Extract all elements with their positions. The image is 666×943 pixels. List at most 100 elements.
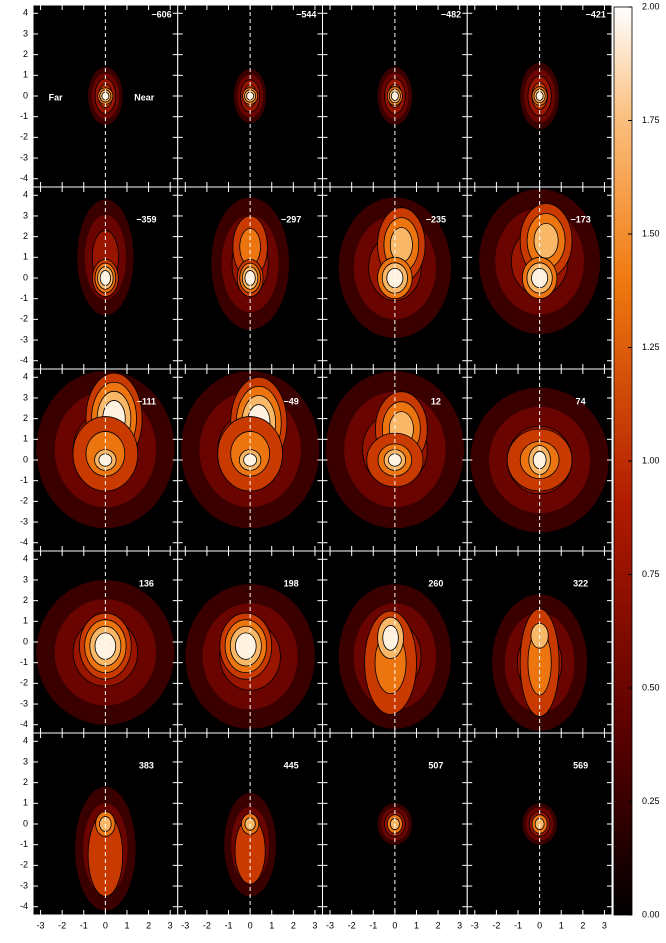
y-tick-label: -3 bbox=[20, 516, 28, 526]
y-tick-label: 1 bbox=[23, 616, 28, 626]
y-tick-label: 0 bbox=[23, 818, 28, 828]
colorbar-tick-label: 0.00 bbox=[642, 909, 660, 919]
panel-label: −235 bbox=[426, 214, 446, 224]
y-tick-label: -1 bbox=[20, 475, 28, 485]
y-tick-label: -3 bbox=[20, 698, 28, 708]
y-tick-label: -2 bbox=[20, 860, 28, 870]
y-tick-label: -3 bbox=[20, 880, 28, 890]
y-tick-label: -2 bbox=[20, 678, 28, 688]
x-tick-label: 1 bbox=[559, 920, 564, 930]
panel-label: 569 bbox=[573, 760, 588, 770]
x-tick-label: 3 bbox=[312, 920, 317, 930]
x-tick-label: 0 bbox=[392, 920, 397, 930]
panel-label: −606 bbox=[151, 10, 171, 20]
x-tick-label: -1 bbox=[369, 920, 377, 930]
y-tick-label: 1 bbox=[23, 798, 28, 808]
x-tick-label: -3 bbox=[37, 920, 45, 930]
y-tick-label: -1 bbox=[20, 293, 28, 303]
y-tick-label: 3 bbox=[23, 392, 28, 402]
y-tick-label: -3 bbox=[20, 152, 28, 162]
x-tick-label: -2 bbox=[348, 920, 356, 930]
panel-label: −482 bbox=[441, 10, 461, 20]
y-tick-label: 0 bbox=[23, 272, 28, 282]
y-tick-label: 4 bbox=[23, 8, 28, 18]
x-tick-label: -2 bbox=[492, 920, 500, 930]
y-tick-label: 0 bbox=[23, 636, 28, 646]
y-tick-label: 4 bbox=[23, 190, 28, 200]
y-tick-label: 4 bbox=[23, 736, 28, 746]
colorbar-tick-label: 1.75 bbox=[642, 115, 660, 125]
panel-label: 12 bbox=[431, 396, 441, 406]
y-tick-label: 4 bbox=[23, 372, 28, 382]
x-tick-label: -3 bbox=[181, 920, 189, 930]
x-tick-label: 0 bbox=[248, 920, 253, 930]
y-tick-label: 3 bbox=[23, 756, 28, 766]
x-tick-label: 2 bbox=[146, 920, 151, 930]
emission-contour bbox=[382, 625, 399, 651]
x-tick-label: 3 bbox=[457, 920, 462, 930]
y-tick-label: 2 bbox=[23, 595, 28, 605]
colorbar-tick-label: 0.75 bbox=[642, 569, 660, 579]
y-tick-label: -4 bbox=[20, 355, 28, 365]
y-tick-label: 1 bbox=[23, 434, 28, 444]
x-tick-label: -3 bbox=[326, 920, 334, 930]
panel-label: 322 bbox=[573, 578, 588, 588]
y-tick-label: 0 bbox=[23, 454, 28, 464]
panel-label: −297 bbox=[281, 214, 301, 224]
y-tick-label: -2 bbox=[20, 496, 28, 506]
y-tick-label: -4 bbox=[20, 173, 28, 183]
emission-contour bbox=[235, 632, 257, 660]
y-tick-label: 3 bbox=[23, 28, 28, 38]
colorbar-tick-label: 0.50 bbox=[642, 682, 660, 692]
y-tick-label: -4 bbox=[20, 537, 28, 547]
annotation: Far bbox=[49, 92, 64, 102]
y-tick-label: 3 bbox=[23, 210, 28, 220]
panel-label: −421 bbox=[586, 10, 606, 20]
panel-label: 198 bbox=[284, 578, 299, 588]
panel-frame bbox=[466, 732, 613, 916]
colorbar-tick-label: 0.25 bbox=[642, 796, 660, 806]
y-tick-label: -3 bbox=[20, 334, 28, 344]
x-tick-label: -1 bbox=[225, 920, 233, 930]
panel-label: −544 bbox=[296, 10, 316, 20]
x-tick-label: 2 bbox=[580, 920, 585, 930]
x-tick-label: -1 bbox=[80, 920, 88, 930]
x-tick-label: 0 bbox=[537, 920, 542, 930]
x-tick-label: 1 bbox=[414, 920, 419, 930]
panel-label: 507 bbox=[428, 760, 443, 770]
x-tick-label: 2 bbox=[291, 920, 296, 930]
y-tick-label: 2 bbox=[23, 231, 28, 241]
x-tick-label: 3 bbox=[602, 920, 607, 930]
y-tick-label: 3 bbox=[23, 574, 28, 584]
y-tick-label: -1 bbox=[20, 111, 28, 121]
x-tick-label: 3 bbox=[168, 920, 173, 930]
x-tick-label: -3 bbox=[471, 920, 479, 930]
panel-label: −359 bbox=[136, 214, 156, 224]
y-tick-label: -1 bbox=[20, 839, 28, 849]
y-tick-label: -2 bbox=[20, 132, 28, 142]
x-tick-label: 1 bbox=[124, 920, 129, 930]
x-tick-label: 1 bbox=[269, 920, 274, 930]
y-tick-label: -2 bbox=[20, 314, 28, 324]
annotation: Near bbox=[134, 92, 155, 102]
y-tick-label: 2 bbox=[23, 413, 28, 423]
y-tick-label: 1 bbox=[23, 70, 28, 80]
x-tick-label: 0 bbox=[103, 920, 108, 930]
x-tick-label: -1 bbox=[514, 920, 522, 930]
panel-label: 74 bbox=[576, 396, 586, 406]
emission-contour bbox=[533, 222, 559, 259]
colorbar-tick-label: 1.25 bbox=[642, 342, 660, 352]
y-tick-label: 1 bbox=[23, 252, 28, 262]
y-tick-label: -4 bbox=[20, 901, 28, 911]
panel-label: −49 bbox=[284, 396, 299, 406]
panel-label: 383 bbox=[139, 760, 154, 770]
panel-label: −173 bbox=[571, 214, 591, 224]
y-tick-label: -1 bbox=[20, 657, 28, 667]
x-tick-label: -2 bbox=[58, 920, 66, 930]
panel-label: 136 bbox=[139, 578, 154, 588]
panel-label: 260 bbox=[428, 578, 443, 588]
y-tick-label: 2 bbox=[23, 49, 28, 59]
colorbar-tick-label: 1.00 bbox=[642, 455, 660, 465]
y-tick-label: -4 bbox=[20, 719, 28, 729]
